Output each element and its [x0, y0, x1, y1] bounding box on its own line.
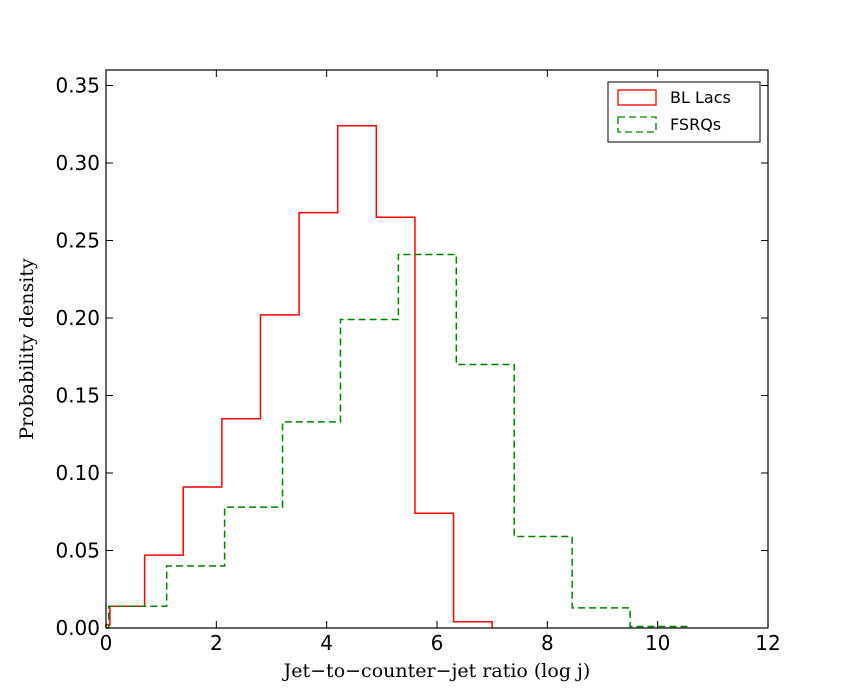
y-tick-label: 0.20: [55, 306, 100, 330]
x-tick-label: 2: [210, 631, 223, 655]
y-tick-label: 0.05: [55, 539, 100, 563]
y-axis-label: Probability density: [16, 258, 38, 440]
x-axis-label: Jet−to−counter−jet ratio (log j): [282, 660, 591, 682]
y-tick-label: 0.15: [55, 384, 100, 408]
x-tick-label: 8: [541, 631, 554, 655]
series-bl-lacs-line: [105, 125, 493, 628]
legend-box: [607, 81, 761, 143]
legend-swatch-fsrqs: [617, 116, 657, 133]
y-tick-label: 0.00: [55, 616, 100, 640]
x-tick-label: 10: [645, 631, 670, 655]
y-tick-label: 0.35: [55, 74, 100, 98]
legend: BL Lacs FSRQs: [607, 81, 761, 143]
legend-swatch-bl-lacs: [617, 89, 657, 106]
y-tick-label: 0.10: [55, 461, 100, 485]
y-tick-label: 0.30: [55, 151, 100, 175]
y-tick-label: 0.25: [55, 229, 100, 253]
legend-label-bl-lacs: BL Lacs: [670, 88, 731, 107]
series-fsrqs-line: [106, 253, 689, 629]
axes-frame: [105, 69, 769, 629]
x-tick-label: 6: [431, 631, 444, 655]
x-tick-label: 4: [320, 631, 333, 655]
legend-label-fsrqs: FSRQs: [670, 115, 721, 134]
x-tick-label: 0: [100, 631, 113, 655]
x-tick-label: 12: [755, 631, 780, 655]
